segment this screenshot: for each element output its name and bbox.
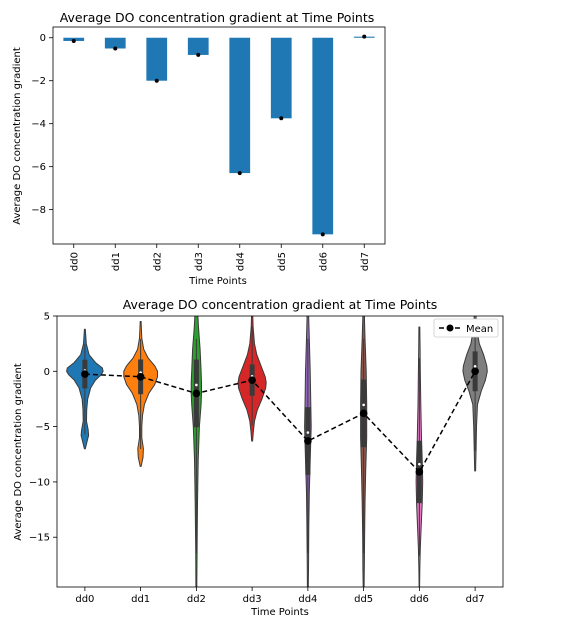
y-tick-label: −5 (35, 422, 50, 433)
bar-point-dd4 (237, 171, 242, 176)
mean-line (84, 370, 476, 474)
y-tick-label: −2 (31, 76, 46, 87)
x-tick-label-dd2: dd2 (187, 594, 206, 605)
y-tick-label: 5 (44, 312, 50, 323)
mean-point-dd4 (304, 437, 312, 445)
bar-series (63, 36, 375, 235)
legend-box (433, 318, 499, 338)
x-tick-label-dd7: dd7 (466, 594, 485, 605)
x-tick-label-dd5: dd5 (277, 252, 288, 271)
x-tick-label-dd4: dd4 (235, 252, 246, 271)
y-tick-label: 0 (40, 33, 46, 44)
x-tick-label-dd1: dd1 (131, 594, 150, 605)
bar-x-axis: dd0 dd1 dd2 dd3 dd4 dd5 dd6 dd7 (69, 244, 371, 271)
x-tick-label-dd0: dd0 (69, 252, 80, 271)
mean-point-dd6 (415, 468, 424, 476)
mean-point-dd7 (471, 367, 479, 376)
bar-point-dd7 (362, 34, 367, 39)
bar-point-dd1 (113, 46, 118, 51)
bar-point-series (71, 34, 367, 237)
x-tick-label-dd5: dd5 (354, 594, 373, 605)
legend-label: Mean (466, 324, 493, 335)
bar-chart-frame (52, 26, 386, 245)
bar-point-dd3 (196, 52, 201, 57)
x-tick-label-dd6: dd6 (410, 594, 429, 605)
x-tick-label-dd1: dd1 (111, 252, 122, 271)
violin-x-axis: dd0 dd1 dd2 dd3 dd4 dd5 dd6 dd7 (75, 587, 485, 605)
violin-x-axis-label: Time Points (250, 607, 309, 618)
bar-x-axis-label: Time Points (188, 276, 247, 287)
bar-point-dd5 (279, 116, 284, 121)
bar-chart: Average DO concentration gradient at Tim… (12, 10, 386, 287)
y-tick-label: 0 (44, 367, 50, 378)
violin-median-dd4 (306, 431, 310, 434)
violin-median-dd2 (195, 383, 198, 387)
bar-dd5 (270, 37, 292, 119)
bar-y-axis-label: Average DO concentration gradient (12, 47, 23, 225)
x-tick-label-dd2: dd2 (152, 252, 163, 271)
x-tick-label-dd7: dd7 (360, 252, 371, 271)
mean-point-dd2 (192, 389, 201, 398)
bar-dd6 (312, 37, 334, 235)
y-tick-label: −15 (29, 533, 50, 544)
bar-dd1 (104, 37, 126, 49)
bar-y-axis: 0 −2 −4 −6 −8 (31, 33, 53, 216)
violin-y-axis-label: Average DO concentration gradient (13, 363, 24, 541)
mean-point-series (81, 367, 479, 476)
violin-y-axis: 5 0 −5 −10 −15 (29, 312, 57, 544)
x-tick-label-dd3: dd3 (243, 594, 262, 605)
y-tick-label: −8 (31, 205, 46, 216)
bar-chart-title: Average DO concentration gradient at Tim… (60, 10, 375, 25)
x-tick-label-dd4: dd4 (298, 594, 317, 605)
bar-point-dd2 (154, 78, 159, 83)
violin-median-dd7 (473, 365, 477, 368)
y-tick-label: −4 (31, 119, 46, 130)
legend-marker-icon (446, 324, 454, 332)
violin-chart: Average DO concentration gradient at Tim… (13, 297, 504, 618)
x-tick-label-dd0: dd0 (75, 594, 94, 605)
legend: Mean (433, 318, 499, 338)
violin-chart-title: Average DO concentration gradient at Tim… (123, 297, 438, 312)
y-tick-label: −6 (31, 162, 46, 173)
bar-point-dd0 (71, 38, 76, 43)
bar-dd2 (146, 37, 168, 81)
mean-point-dd3 (248, 376, 256, 384)
violin-chart-frame (56, 315, 504, 588)
violin-series (66, 316, 488, 587)
x-tick-label-dd6: dd6 (318, 252, 329, 271)
x-tick-label-dd3: dd3 (194, 252, 205, 271)
mean-point-dd5 (359, 409, 368, 418)
mean-point-dd1 (136, 373, 145, 381)
violin-median-dd5 (362, 403, 365, 407)
bar-dd4 (229, 37, 251, 174)
mean-point-dd0 (81, 370, 89, 378)
y-tick-label: −10 (29, 477, 50, 488)
violin-median-dd6 (418, 462, 421, 466)
bar-dd3 (187, 37, 209, 55)
bar-point-dd6 (320, 232, 325, 237)
